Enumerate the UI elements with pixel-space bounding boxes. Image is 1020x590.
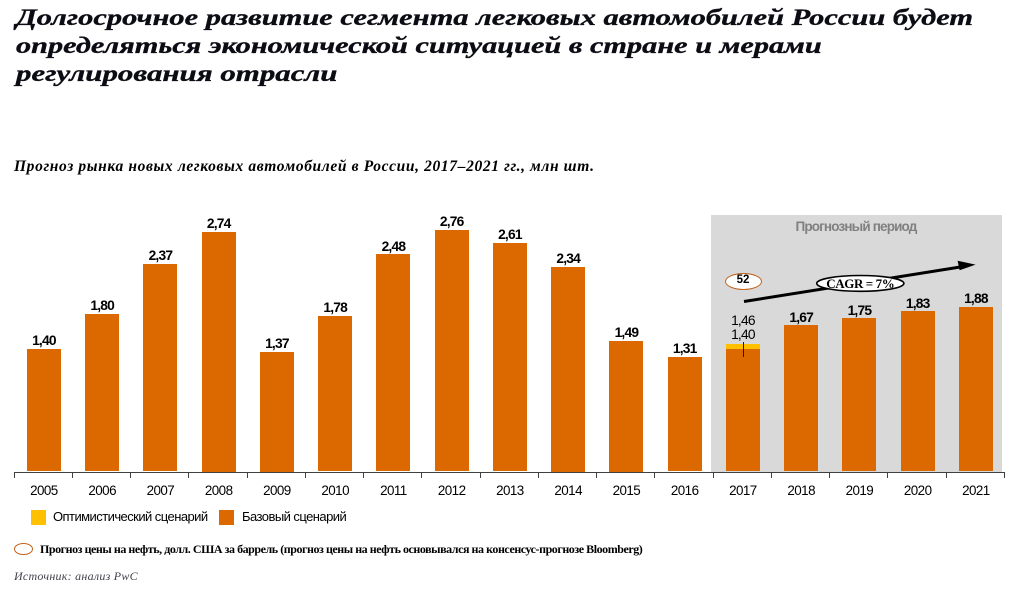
svg-text:CAGR = 7%: CAGR = 7% xyxy=(826,276,894,291)
